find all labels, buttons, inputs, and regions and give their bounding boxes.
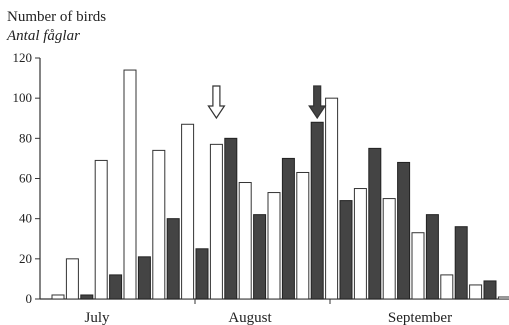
bar-dark	[109, 274, 123, 300]
bar-light	[238, 182, 252, 300]
bars	[51, 69, 509, 300]
bar-dark	[253, 214, 267, 300]
y-tick-label: 100	[13, 90, 33, 105]
hollow-arrow-icon	[207, 85, 226, 120]
x-month-label: July	[84, 310, 110, 325]
bar-light	[440, 274, 454, 300]
bar-dark	[454, 226, 468, 300]
y-tick-label: 20	[19, 251, 32, 266]
y-tick-label: 80	[19, 130, 32, 145]
bar-light	[152, 149, 166, 300]
bar-dark	[368, 147, 382, 300]
y-tick-label: 0	[26, 291, 33, 306]
filled-arrow-icon	[308, 85, 327, 120]
y-tick-label: 60	[19, 171, 32, 186]
bar-light	[382, 198, 396, 300]
bar-light	[181, 123, 195, 300]
bar-light	[65, 258, 79, 300]
bar-dark	[425, 214, 439, 300]
x-month-label: September	[388, 310, 452, 325]
y-ticks: 0 20 40 60 80 100 120	[13, 50, 40, 306]
bar-light	[209, 143, 223, 300]
bar-light	[325, 97, 339, 300]
month-labels: July August September	[84, 299, 452, 325]
bar-light	[353, 188, 367, 300]
bar-dark	[195, 248, 209, 300]
bar-dark	[397, 161, 411, 300]
y-tick-label: 120	[13, 50, 33, 65]
bar-light	[411, 232, 425, 300]
bar-dark	[339, 200, 353, 300]
bar-dark	[483, 280, 497, 300]
bar-light	[123, 69, 137, 300]
bar-light	[94, 159, 108, 300]
bar-dark	[281, 157, 295, 300]
bar-dark	[137, 256, 151, 300]
bar-dark	[80, 294, 94, 300]
bar-dark	[310, 121, 324, 300]
bar-light	[497, 296, 509, 300]
annotations	[207, 85, 327, 120]
y-axis-title: Number of birds	[7, 9, 106, 25]
y-axis-title-secondary: Antal fåglar	[6, 28, 80, 44]
y-tick-label: 40	[19, 211, 32, 226]
x-month-label: August	[228, 310, 272, 325]
bar-light	[296, 171, 310, 300]
bar-light	[51, 294, 65, 300]
bar-dark	[166, 218, 180, 300]
bar-light	[267, 192, 281, 300]
bar-light	[469, 284, 483, 300]
bar-dark	[224, 137, 238, 300]
